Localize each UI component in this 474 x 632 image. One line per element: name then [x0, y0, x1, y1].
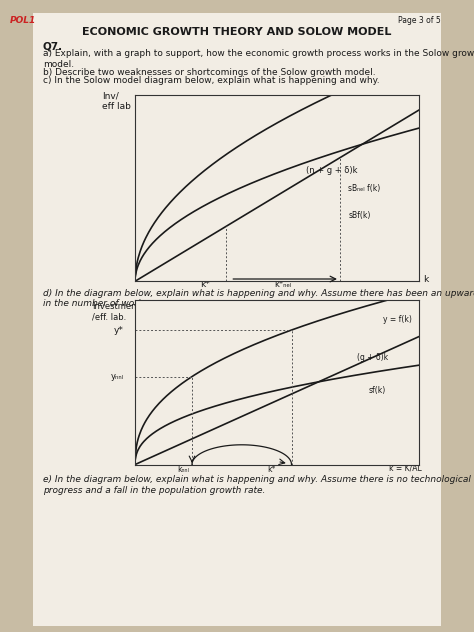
Text: Page 3 of 5: Page 3 of 5: [398, 16, 441, 25]
Text: POL1: POL1: [9, 16, 36, 25]
Text: c) In the Solow model diagram below, explain what is happening and why.: c) In the Solow model diagram below, exp…: [43, 76, 379, 85]
Text: k = K/AL: k = K/AL: [389, 463, 422, 472]
Text: d) In the diagram below, explain what is happening and why. Assume there has bee: d) In the diagram below, explain what is…: [43, 289, 474, 308]
Text: sBf(k): sBf(k): [348, 212, 371, 221]
Text: y*: y*: [114, 325, 124, 334]
Text: y = f(k): y = f(k): [383, 315, 411, 324]
Text: yₙₙₗ: yₙₙₗ: [110, 372, 124, 381]
FancyBboxPatch shape: [33, 13, 441, 626]
Text: Investment
/eff. lab.: Investment /eff. lab.: [92, 302, 140, 322]
Text: (g + δ)k: (g + δ)k: [357, 353, 388, 362]
Text: ECONOMIC GROWTH THEORY AND SOLOW MODEL: ECONOMIC GROWTH THEORY AND SOLOW MODEL: [82, 27, 392, 37]
Text: kₙₙₗ: kₙₙₗ: [177, 465, 190, 473]
Text: (n + g + δ)k: (n + g + δ)k: [306, 166, 357, 175]
Text: a) Explain, with a graph to support, how the economic growth process works in th: a) Explain, with a graph to support, how…: [43, 49, 474, 69]
Text: k*: k*: [267, 465, 275, 473]
Text: sf(k): sf(k): [368, 386, 385, 395]
Text: k: k: [423, 275, 428, 284]
Text: e) In the diagram below, explain what is happening and why. Assume there is no t: e) In the diagram below, explain what is…: [43, 475, 471, 495]
Text: b) Describe two weaknesses or shortcomings of the Solow growth model.: b) Describe two weaknesses or shortcomin…: [43, 68, 375, 76]
Text: k*: k*: [200, 280, 210, 289]
Text: Inv/
eff lab: Inv/ eff lab: [102, 92, 130, 111]
Text: k*ₙₑₗ: k*ₙₑₗ: [274, 280, 292, 289]
Text: Q7.: Q7.: [43, 41, 63, 51]
Text: sBₙₑₗ f(k): sBₙₑₗ f(k): [348, 183, 381, 193]
